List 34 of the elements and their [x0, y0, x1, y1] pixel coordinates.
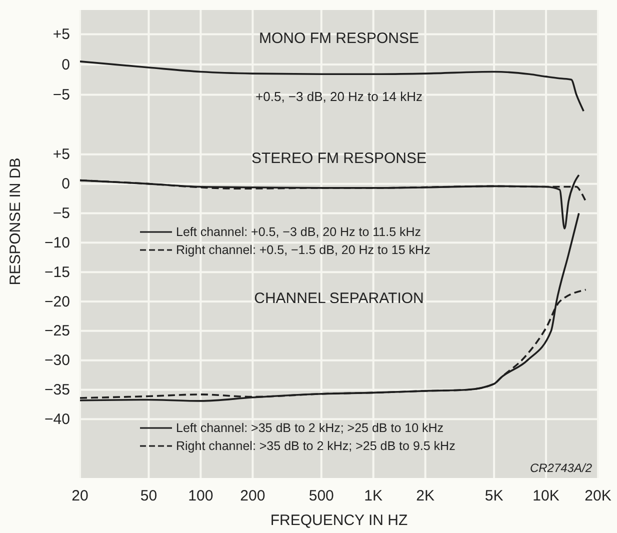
x-tick-label: 1K: [364, 488, 383, 505]
y-tick-label: −25: [44, 322, 70, 340]
y-axis-title: RESPONSE IN DB: [7, 158, 24, 286]
y-tick-label: −30: [44, 352, 70, 370]
x-tick-label: 500: [308, 488, 334, 505]
legend-label: Right channel: +0.5, −1.5 dB, 20 Hz to 15 kHz: [176, 243, 430, 257]
x-tick-label: 200: [240, 488, 266, 505]
x-axis-title: FREQUENCY IN HZ: [270, 512, 408, 529]
x-tick-label: 20: [72, 488, 88, 505]
y-tick-label: +5: [52, 146, 70, 164]
y-tick-label: −20: [44, 293, 70, 310]
legend-label: Left channel: >35 dB to 2 kHz; >25 dB to 10 kHz: [176, 421, 444, 435]
y-tick-label: 0: [62, 56, 70, 74]
legend-label: Right channel: >35 dB to 2 kHz; >25 dB to 9.5 kHz: [176, 439, 456, 453]
x-tick-label: 50: [140, 488, 158, 505]
x-tick-label: 20K: [584, 488, 612, 505]
annotation: CR2743A/2: [530, 461, 592, 475]
x-tick-label: 5K: [484, 488, 504, 505]
y-tick-label: −35: [44, 382, 70, 399]
y-tick-label: 0: [62, 176, 70, 193]
x-tick-label: 10K: [532, 488, 560, 505]
annotation: +0.5, −3 dB, 20 Hz to 14 kHz: [256, 89, 422, 104]
annotation: CHANNEL SEPARATION: [254, 290, 424, 307]
y-tick-label: −5: [52, 86, 70, 104]
text: MONO FM RESPONSE: [258, 30, 420, 47]
text: STEREO FM RESPONSE: [251, 150, 427, 167]
x-tick-label: 2K: [416, 488, 435, 505]
y-tick-label: −40: [44, 410, 70, 428]
x-tick-label: 100: [188, 488, 214, 505]
y-tick-label: −10: [44, 234, 70, 252]
y-tick-label: −5: [52, 205, 70, 222]
legend-label: Left channel: +0.5, −3 dB, 20 Hz to 11.5 kHz: [176, 225, 422, 239]
y-tick-label: +5: [52, 26, 70, 44]
y-tick-label: −15: [44, 264, 70, 281]
